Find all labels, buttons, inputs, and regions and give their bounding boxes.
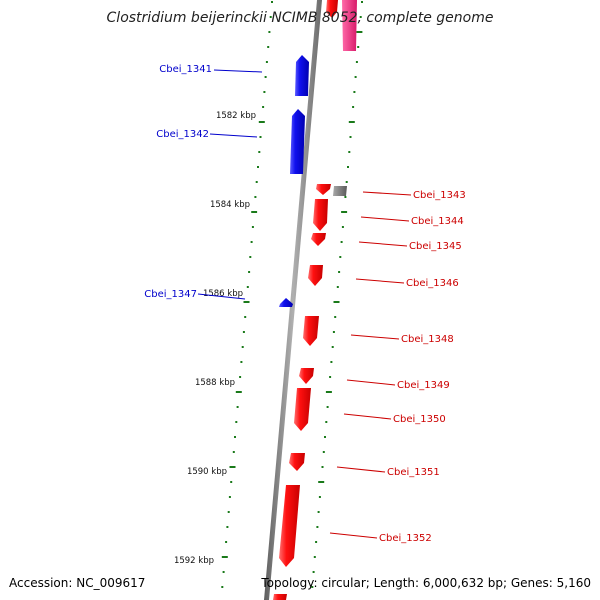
leader-line-cbei-1348 [350,334,400,340]
kbp-label: 1582 kbp [216,111,256,121]
kbp-label: 1586 kbp [203,289,243,299]
gene-label-cbei-1350[interactable]: Cbei_1350 [393,414,446,425]
kbp-label: 1592 kbp [174,556,214,566]
accession-text: Accession: NC_009617 [9,576,145,590]
leader-line-cbei-1343 [362,191,412,196]
gene-label-cbei-1342[interactable]: Cbei_1342 [156,129,209,140]
rna-feature-top [342,0,357,51]
leader-line-cbei-1352 [329,532,378,539]
leader-line-cbei-1351 [336,466,386,473]
gene-arrow-cbei-1352 [279,485,300,567]
gene-label-leaders [197,69,412,539]
gene-label-cbei-1345[interactable]: Cbei_1345 [409,241,462,252]
gene-labels: Cbei_1341 Cbei_1342 Cbei_1343 Cbei_1344 … [144,64,465,544]
gene-label-cbei-1351[interactable]: Cbei_1351 [387,467,440,478]
leader-line-cbei-1342 [209,133,258,138]
gene-arrow-cbei-1344 [313,199,328,231]
gene-arrow-cbei-1350 [294,388,311,431]
feature-gray-1343-region [333,186,347,196]
gene-arrow-cbei-1342 [290,109,305,174]
forward-gene-top [326,0,338,18]
gene-label-cbei-1341[interactable]: Cbei_1341 [159,64,212,75]
leader-line-cbei-1344 [360,216,410,222]
leader-line-cbei-1347 [197,293,246,300]
gene-label-cbei-1348[interactable]: Cbei_1348 [401,334,454,345]
kbp-scale-labels: 1582 kbp 1584 kbp 1586 kbp 1588 kbp 1590… [174,111,256,566]
gene-label-cbei-1352[interactable]: Cbei_1352 [379,533,432,544]
gene-arrow-cbei-1343 [316,184,331,195]
leader-line-cbei-1349 [346,379,396,386]
gene-arrow-cbei-1348 [303,316,319,346]
gene-label-cbei-1343[interactable]: Cbei_1343 [413,190,466,201]
gene-arrow-cbei-1351 [289,453,305,471]
genome-backbone [264,0,322,600]
gene-arrow-cbei-1347 [279,298,293,307]
topology-summary: Topology: circular; Length: 6,000,632 bp… [260,576,591,590]
gene-label-cbei-1344[interactable]: Cbei_1344 [411,216,464,227]
leader-line-cbei-1346 [355,278,405,284]
leader-line-cbei-1350 [343,413,392,420]
kbp-label: 1584 kbp [210,200,250,210]
leader-line-cbei-1345 [358,241,408,247]
gene-label-cbei-1347[interactable]: Cbei_1347 [144,289,197,300]
gene-arrow-cbei-1349 [299,368,314,384]
gene-arrow-cbei-1341 [295,55,309,96]
gene-label-cbei-1346[interactable]: Cbei_1346 [406,278,459,289]
kbp-label: 1590 kbp [187,467,227,477]
forward-gene-bottom-partial [273,594,287,600]
leader-line-cbei-1341 [213,69,263,73]
gene-features [273,0,357,600]
kbp-label: 1588 kbp [195,378,235,388]
scale-ticks [221,1,363,588]
gene-arrow-cbei-1345 [311,233,326,246]
map-title: Clostridium beijerinckii NCIMB 8052, com… [107,10,494,26]
gene-label-cbei-1349[interactable]: Cbei_1349 [397,380,450,391]
gene-arrow-cbei-1346 [308,265,323,286]
